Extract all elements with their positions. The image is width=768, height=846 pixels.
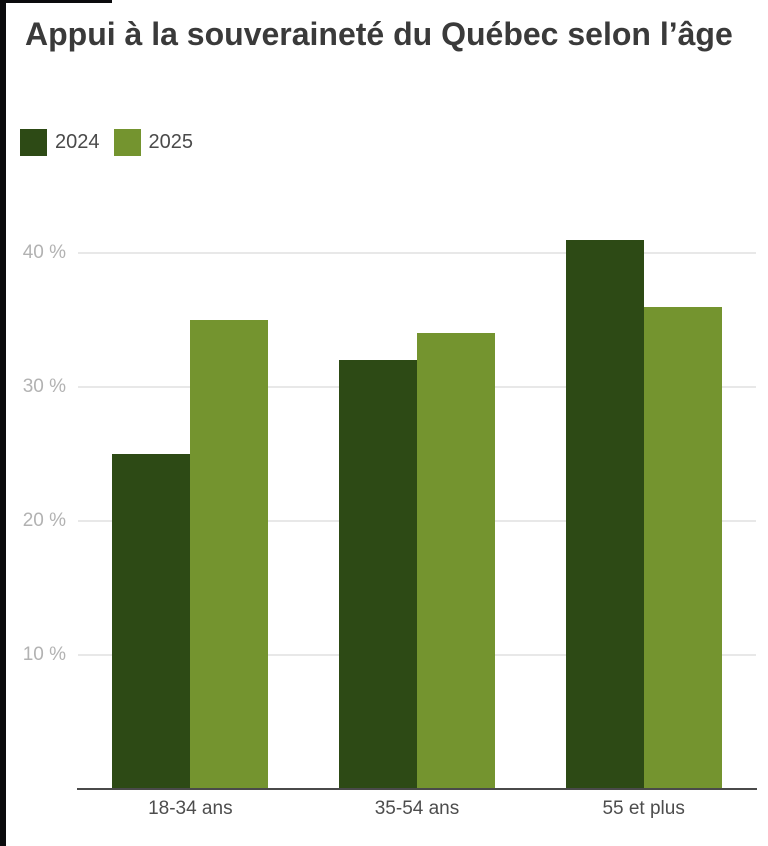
y-axis-label-10: 10 % (22, 644, 66, 665)
legend-swatch-2024 (20, 129, 47, 156)
bar-2024-18-34-ans[interactable] (112, 454, 191, 789)
bar-2024-35-54-ans[interactable] (339, 360, 417, 789)
x-axis-label-18-34-ans: 18-34 ans (148, 798, 233, 819)
x-axis-label-55-et-plus: 55 et plus (602, 798, 685, 819)
legend-label-2025: 2025 (148, 131, 194, 153)
window-edge-top (0, 0, 112, 3)
chart-title: Appui à la souveraineté du Québec selon … (25, 16, 733, 52)
bar-2024-55-et-plus[interactable] (565, 239, 644, 789)
bar-2025-55-et-plus[interactable] (643, 306, 722, 789)
y-axis-label-30: 30 % (22, 376, 66, 397)
x-axis-line (77, 788, 757, 790)
legend-swatch-2025 (113, 129, 141, 156)
chart-legend: 2024 2025 (20, 129, 193, 156)
window-edge-left (0, 0, 6, 846)
bar-2025-18-34-ans[interactable] (190, 320, 269, 789)
legend-item-2024: 2024 (20, 129, 100, 156)
y-axis-label-20: 20 % (22, 510, 66, 531)
gridline-40 (78, 252, 756, 254)
legend-item-2025: 2025 (113, 129, 194, 156)
x-axis-label-35-54-ans: 35-54 ans (374, 798, 460, 819)
bar-2025-35-54-ans[interactable] (417, 333, 495, 789)
y-axis-label-40: 40 % (22, 242, 66, 263)
legend-label-2024: 2024 (55, 131, 100, 153)
